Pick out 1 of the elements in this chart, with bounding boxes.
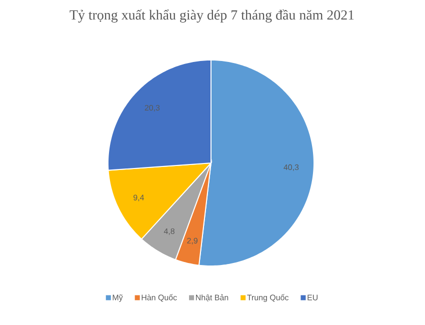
chart-title: Tỷ trọng xuất khẩu giày dép 7 tháng đầu năm 2021 <box>70 9 354 23</box>
